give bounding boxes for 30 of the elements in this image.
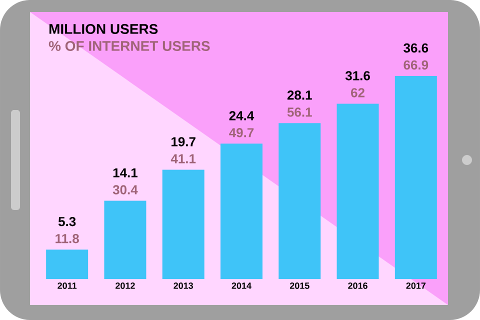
bar [278,123,321,279]
annotation: 41.1 [170,154,196,164]
data-label: 24.4 [229,111,254,120]
x-tick-label: 2017 [406,282,426,289]
data-label: 19.7 [172,137,196,146]
x-tick-label: 2011 [58,282,77,289]
bar [336,104,379,279]
x-tick-label: 2012 [116,282,135,289]
annotation: 49.7 [229,128,254,138]
annotation: 30.4 [112,185,138,194]
data-label: 31.6 [345,71,370,80]
data-label: 36.6 [404,43,428,53]
annotation: 11.8 [56,234,79,244]
annotation: 62 [351,88,364,98]
data-label: 28.1 [287,90,312,100]
data-label: 5.3 [58,216,76,226]
text: 66.9 [404,60,428,70]
annotation: 56.1 [287,108,312,117]
bar [104,200,146,279]
x-tick-label: 2015 [290,282,310,289]
x-tick-label: 2014 [232,282,252,289]
bar [394,76,437,279]
bar [220,144,262,279]
x-tick-label: 2016 [348,282,368,289]
x-tick-label: 2013 [174,282,194,289]
bar [162,170,204,279]
chart-title: MILLION USERS [49,24,158,34]
bar [46,250,88,279]
chart-subtitle: % OF INTERNET USERS [48,41,210,51]
data-label: 14.1 [113,168,138,178]
